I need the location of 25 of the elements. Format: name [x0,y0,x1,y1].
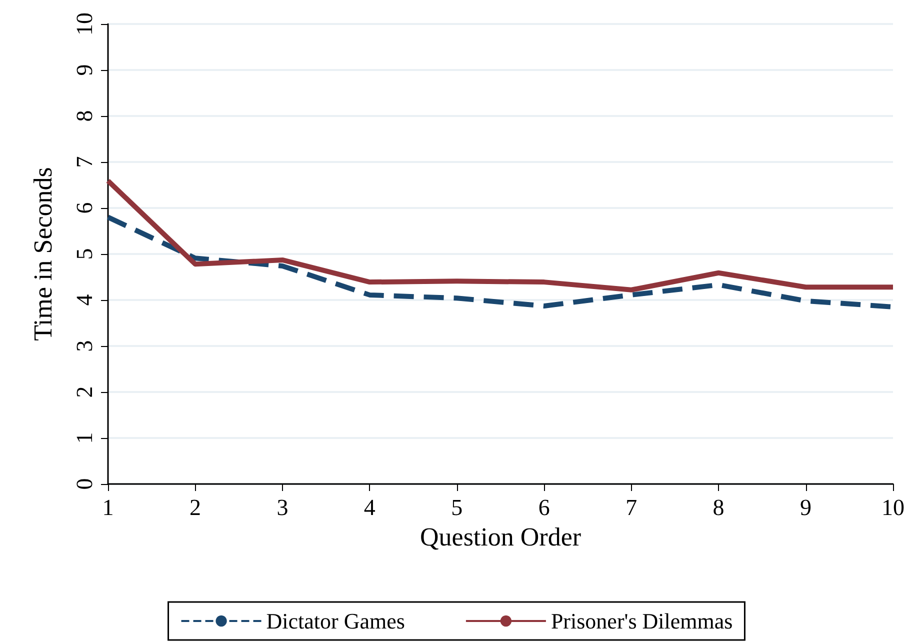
x-tick-label: 9 [800,495,812,520]
y-tick-label: 5 [72,248,97,260]
x-tick-label: 6 [538,495,550,520]
y-tick-label: 6 [72,202,97,214]
x-tick-label: 1 [102,495,114,520]
x-axis-title: Question Order [420,522,582,552]
x-tick-label: 3 [276,495,288,520]
y-tick-label: 3 [72,340,97,352]
x-tick-label: 4 [364,495,376,520]
x-tick-label: 7 [626,495,638,520]
y-tick-label: 8 [72,110,97,122]
y-tick-label: 0 [72,478,97,490]
y-tick-label: 2 [72,386,97,398]
x-tick-label: 5 [451,495,463,520]
legend-label: Dictator Games [266,608,405,634]
y-tick-label: 10 [72,12,97,36]
x-tick-label: 2 [189,495,201,520]
y-tick-label: 9 [72,64,97,76]
legend-label: Prisoner's Dilemmas [550,608,733,634]
y-axis-title: Time in Seconds [28,167,58,341]
x-tick-label: 10 [882,495,904,520]
x-tick-label: 8 [712,495,724,520]
y-tick-label: 7 [72,156,97,168]
y-tick-label: 4 [72,294,97,306]
y-tick-label: 1 [72,432,97,444]
